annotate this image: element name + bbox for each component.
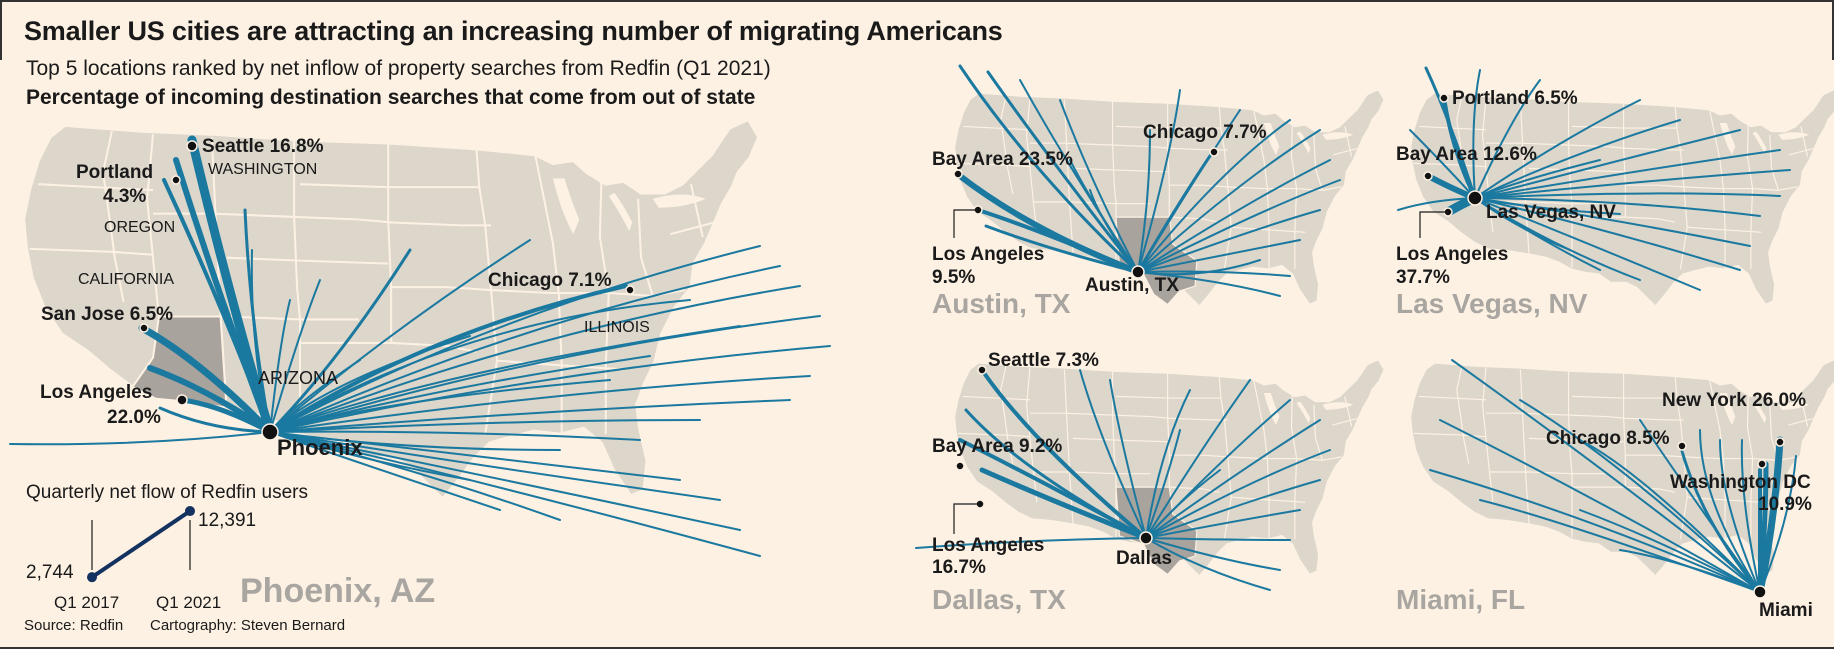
dallas-seattle-dot — [977, 365, 987, 375]
inset-point-2017 — [87, 572, 97, 583]
austin-label-dest: Austin, TX — [1085, 275, 1179, 296]
state-label-oregon: OREGON — [104, 219, 175, 236]
state-label-arizona: ARIZONA — [258, 368, 338, 388]
miami-label-new-york: New York 26.0% — [1662, 390, 1806, 411]
austin-bay-area-dot — [953, 169, 963, 179]
miami-labels: New York 26.0% Chicago 8.5% Washington D… — [1396, 390, 1813, 621]
label-seattle: Seattle 16.8% — [202, 136, 324, 157]
map-title-austin: Austin, TX — [932, 288, 1071, 319]
inset-series-line — [90, 509, 192, 579]
miami-label-washington-pct: 10.9% — [1758, 494, 1812, 515]
dallas-labels: Seattle 7.3% Bay Area 9.2% Los Angeles 1… — [932, 350, 1172, 615]
label-los-angeles: Los Angeles — [40, 382, 152, 403]
phoenix-markers — [139, 140, 635, 441]
map-title-dallas: Dallas, TX — [932, 584, 1066, 615]
inset-xlabel-2021: Q1 2021 — [156, 593, 221, 612]
austin-label-los-angeles-pct: 9.5% — [932, 267, 975, 288]
label-phoenix: Phoenix — [277, 435, 363, 460]
phoenix-flows — [9, 135, 831, 557]
dallas-markers — [953, 365, 1153, 545]
miami-label-dest: Miami — [1759, 600, 1813, 621]
austin-label-bay-area: Bay Area 23.5% — [932, 149, 1073, 170]
map-title-phoenix: Phoenix, AZ — [240, 572, 435, 610]
inset-point-2021 — [185, 506, 195, 517]
label-portland: Portland — [76, 162, 153, 183]
frame-left-rule — [0, 0, 2, 60]
frame-top-rule — [0, 0, 1834, 2]
austin-markers — [953, 147, 1219, 279]
austin-chicago-dot — [1209, 147, 1219, 157]
label-portland-pct: 4.3% — [103, 186, 146, 207]
austin-flows — [957, 64, 1341, 297]
lv-label-los-angeles: Los Angeles — [1396, 244, 1508, 265]
inset-chart: Quarterly net flow of Redfin users 2,744… — [24, 482, 345, 634]
dallas-dest-dot — [1139, 531, 1153, 545]
miami-dest-dot — [1753, 585, 1767, 599]
dallas-label-los-angeles-pct: 16.7% — [932, 557, 986, 578]
chicago-dot — [625, 285, 635, 295]
dallas-label-los-angeles: Los Angeles — [932, 535, 1044, 556]
inset-value-2017: 2,744 — [26, 562, 74, 583]
lasvegas-markers — [1419, 93, 1483, 238]
lasvegas-labels: Portland 6.5% Bay Area 12.6% Los Angeles… — [1396, 88, 1616, 319]
figure-subtitle-bold: Percentage of incoming destination searc… — [26, 86, 756, 109]
miami-markers — [1677, 437, 1785, 599]
portland-dot — [171, 175, 181, 185]
lv-dest-dot — [1467, 190, 1483, 206]
dallas-label-seattle: Seattle 7.3% — [988, 350, 1099, 371]
inset-xlabel-2017: Q1 2017 — [54, 593, 119, 612]
dallas-la-leader — [953, 503, 980, 534]
phoenix-dot — [261, 423, 279, 441]
los-angeles-dot — [176, 394, 188, 406]
state-label-washington: WASHINGTON — [208, 161, 317, 178]
state-label-california: CALIFORNIA — [78, 271, 174, 288]
inset-title: Quarterly net flow of Redfin users — [26, 482, 308, 503]
lv-label-dest: Las Vegas, NV — [1486, 202, 1616, 223]
phoenix-labels: Seattle 16.8% WASHINGTON Portland 4.3% O… — [40, 136, 650, 610]
miami-chicago-dot — [1677, 441, 1687, 451]
miami-new-york-dot — [1775, 437, 1785, 447]
label-chicago: Chicago 7.1% — [488, 270, 612, 291]
dallas-label-dest: Dallas — [1116, 548, 1172, 569]
lv-label-portland: Portland 6.5% — [1452, 88, 1578, 109]
dallas-label-bay-area: Bay Area 9.2% — [932, 436, 1062, 457]
miami-flows — [1429, 359, 1797, 596]
seattle-dot — [186, 140, 198, 152]
frame-right-rule — [1832, 0, 1834, 60]
austin-labels: Bay Area 23.5% Chicago 7.7% Los Angeles … — [932, 122, 1267, 319]
miami-label-washington: Washington DC — [1670, 472, 1811, 493]
lv-label-bay-area: Bay Area 12.6% — [1396, 144, 1537, 165]
credit-note: Cartography: Steven Bernard — [150, 617, 345, 634]
map-title-miami: Miami, FL — [1396, 584, 1525, 615]
lv-label-los-angeles-pct: 37.7% — [1396, 267, 1450, 288]
austin-label-chicago: Chicago 7.7% — [1143, 122, 1267, 143]
figure-subtitle: Top 5 locations ranked by net inflow of … — [26, 57, 771, 80]
lv-portland-dot — [1439, 93, 1449, 103]
austin-dest-dot — [1131, 265, 1145, 279]
miami-label-chicago: Chicago 8.5% — [1546, 428, 1670, 449]
label-los-angeles-pct: 22.0% — [107, 407, 161, 428]
source-note: Source: Redfin — [24, 617, 123, 634]
miami-washington-dot — [1757, 459, 1767, 469]
austin-label-los-angeles: Los Angeles — [932, 244, 1044, 265]
dallas-bay-area-dot — [955, 461, 965, 471]
lv-bay-area-dot — [1423, 171, 1433, 181]
label-san-jose: San Jose 6.5% — [41, 304, 173, 325]
figure-title: Smaller US cities are attracting an incr… — [24, 16, 1003, 46]
lv-la-leader — [1419, 211, 1448, 238]
frame-bottom-rule — [0, 647, 1834, 649]
dallas-flows — [915, 368, 1331, 591]
san-jose-dot — [139, 323, 149, 333]
lasvegas-flows — [1397, 66, 1791, 291]
state-label-illinois: ILLINOIS — [584, 319, 650, 336]
austin-la-leader — [953, 209, 978, 238]
inset-value-2021: 12,391 — [198, 510, 256, 531]
map-title-lasvegas: Las Vegas, NV — [1396, 288, 1588, 319]
